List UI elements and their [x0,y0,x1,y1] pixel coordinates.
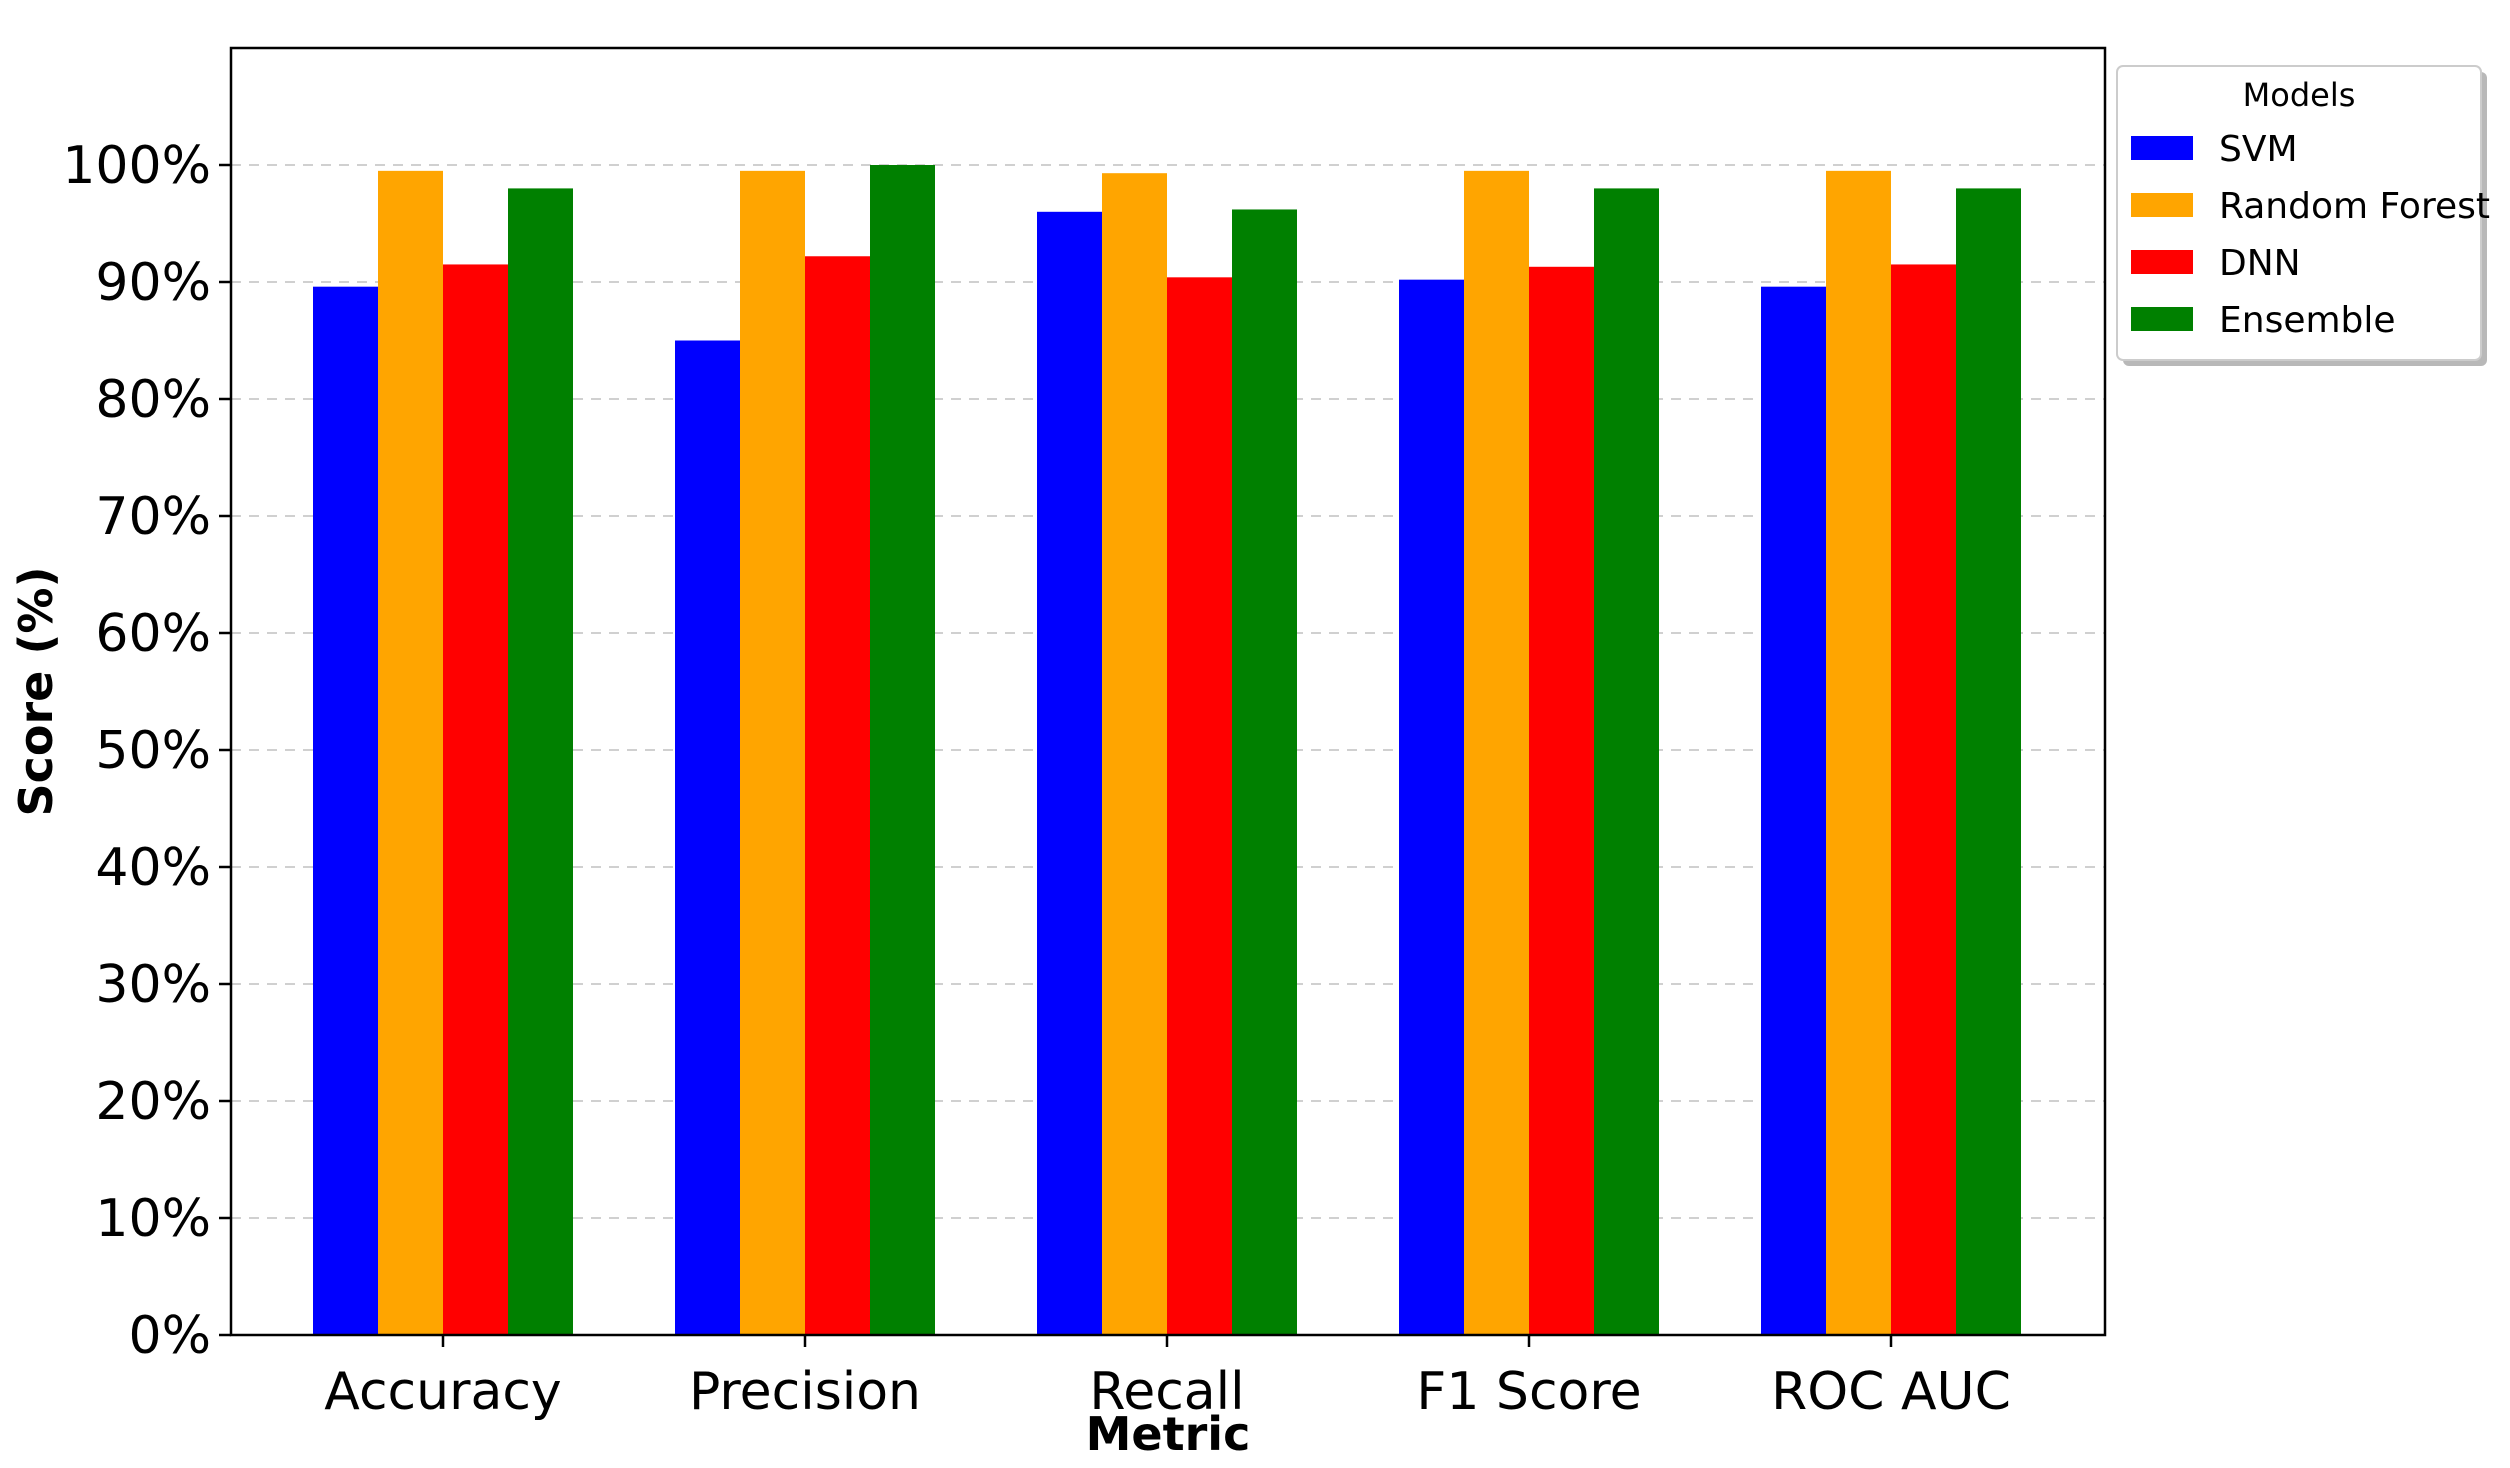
y-tick-label: 10% [95,1189,211,1249]
bar-random-forest [740,170,805,1336]
bar-svm [1761,286,1826,1336]
legend-swatch [2131,307,2193,331]
bar-svm [1399,279,1464,1335]
legend: Models SVM Random Forest DNN Ensemble [2116,65,2490,366]
legend-label: DNN [2219,243,2301,284]
bar-random-forest [1826,170,1891,1336]
x-tick-label: Recall [1089,1362,1244,1422]
legend-box [2116,65,2482,361]
bar-random-forest [1102,173,1167,1336]
bar-ensemble [870,165,935,1335]
legend-items: SVM Random Forest DNN Ensemble [2131,129,2490,341]
y-tick-label: 80% [95,370,211,430]
legend-swatch [2131,193,2193,217]
y-tick-label: 100% [62,136,211,196]
legend-label: SVM [2219,129,2298,170]
x-tick-label: Precision [689,1362,921,1422]
bar-random-forest [1464,170,1529,1336]
y-tick-label: 60% [95,604,211,664]
y-tick-label: 70% [95,487,211,547]
legend-swatch [2131,136,2193,160]
legend-label: Random Forest [2219,186,2490,227]
bar-ensemble [1956,188,2021,1335]
bar-dnn [1167,277,1232,1335]
bar-dnn [443,264,508,1336]
bar-random-forest [378,170,443,1336]
bar-svm [675,340,740,1335]
y-tick-label: 50% [95,721,211,781]
x-axis-title: Metric [1086,1407,1251,1461]
x-tick-label: F1 Score [1416,1362,1641,1422]
y-tick-label: 40% [95,838,211,898]
bar-svm [1037,211,1102,1335]
bar-svm [313,286,378,1336]
y-tick-label: 20% [95,1072,211,1132]
bar-dnn [1529,266,1594,1335]
bar-ensemble [1594,188,1659,1335]
bar-ensemble [1232,209,1297,1336]
legend-label: Ensemble [2219,300,2396,341]
bar-ensemble [508,188,573,1335]
legend-title: Models [2243,76,2356,114]
y-axis-ticks: 0% 10% 20% 30% 40% 50% 60% 70% 80% 90% 100% [62,136,231,1366]
x-axis-ticks: Accuracy Precision Recall F1 Score ROC AUC [324,1335,2011,1422]
bars [313,165,2021,1336]
x-tick-label: ROC AUC [1771,1362,2011,1422]
bar-dnn [805,256,870,1335]
bar-dnn [1891,264,1956,1336]
x-tick-label: Accuracy [324,1362,561,1422]
y-axis-title: Score (%) [9,566,63,816]
y-tick-label: 0% [129,1306,212,1366]
legend-swatch [2131,250,2193,274]
y-tick-label: 30% [95,955,211,1015]
y-tick-label: 90% [95,253,211,313]
